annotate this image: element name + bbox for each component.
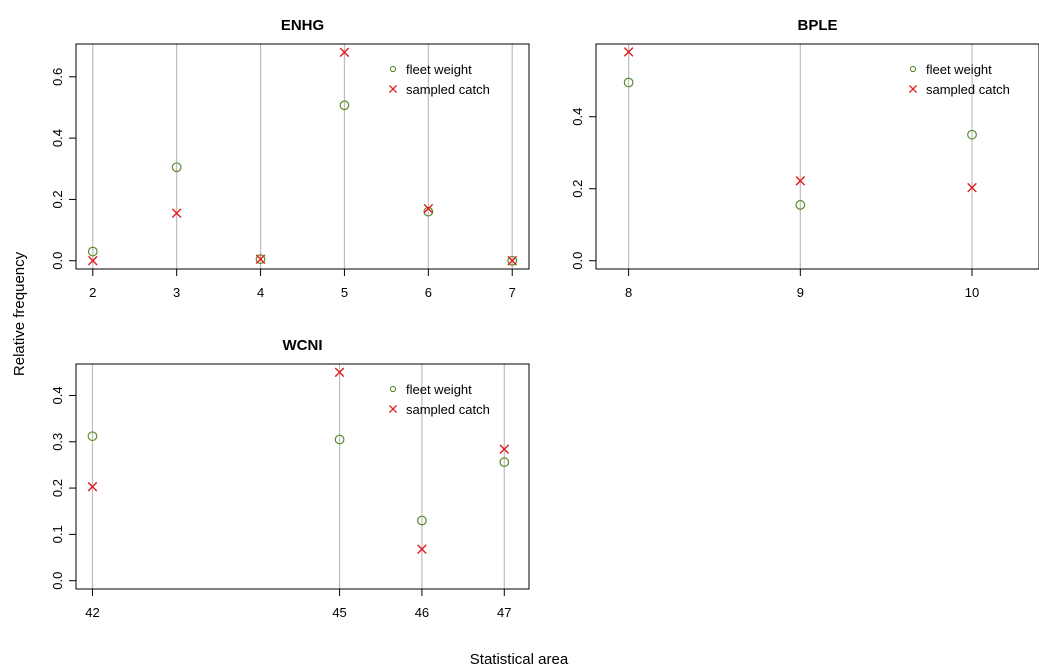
x-tick-label: 9 xyxy=(797,285,804,300)
fleet-weight-point-6 xyxy=(423,206,434,217)
sampled-catch-point-7 xyxy=(507,255,518,266)
sampled-catch-point-5 xyxy=(339,47,350,58)
fleet-weight-point-42 xyxy=(87,431,98,442)
x-tick-label: 8 xyxy=(625,285,632,300)
y-tick-label: 0.2 xyxy=(50,190,65,208)
x-tick-label: 42 xyxy=(85,605,99,620)
x-tick-label: 2 xyxy=(89,285,96,300)
x-tick-label: 5 xyxy=(341,285,348,300)
panel-title: ENHG xyxy=(281,17,324,34)
legend-label-sampled-catch: sampled catch xyxy=(926,82,1010,97)
fleet-weight-point-4 xyxy=(255,254,266,265)
legend-label-fleet-weight: fleet weight xyxy=(406,382,472,397)
legend-label-sampled-catch: sampled catch xyxy=(406,82,490,97)
sampled-catch-point-6 xyxy=(423,203,434,214)
sampled-catch-point-46 xyxy=(417,544,427,554)
sampled-catch-point-4 xyxy=(255,254,266,264)
plot-frame xyxy=(75,363,530,590)
x-tick-label: 46 xyxy=(415,605,429,620)
sampled-catch-point-45 xyxy=(334,367,345,378)
y-axis-label: Relative frequency xyxy=(11,251,28,376)
y-tick-label: 0.2 xyxy=(570,180,585,198)
legend-label-sampled-catch: sampled catch xyxy=(406,402,490,417)
legend-label-fleet-weight: fleet weight xyxy=(406,62,472,77)
x-tick-label: 3 xyxy=(173,285,180,300)
x-tick-label: 47 xyxy=(497,605,511,620)
legend-x-icon xyxy=(908,84,918,94)
legend-circle-icon xyxy=(389,65,397,73)
legend-circle-icon xyxy=(909,65,917,73)
x-tick-label: 7 xyxy=(509,285,516,300)
fleet-weight-point-2 xyxy=(87,246,98,257)
sampled-catch-point-42 xyxy=(87,481,98,492)
fleet-weight-point-9 xyxy=(795,200,806,210)
x-axis-label: Statistical area xyxy=(470,651,569,668)
plot-frame xyxy=(75,43,530,270)
y-tick-label: 0.4 xyxy=(50,129,65,147)
panel-wcni: WCNI 42 45 46 47 0.0 0.1 0.2 0.3 0.4 fleet weight s… xyxy=(50,337,530,620)
sampled-catch-point-47 xyxy=(499,444,510,454)
legend: fleet weight sampled catch xyxy=(388,62,490,97)
fleet-weight-point-46 xyxy=(417,515,427,526)
fleet-weight-point-5 xyxy=(339,100,350,111)
sampled-catch-point-10 xyxy=(967,182,977,193)
y-tick-label: 0.0 xyxy=(50,252,65,270)
legend: fleet weight sampled catch xyxy=(388,382,490,417)
y-tick-label: 0.2 xyxy=(50,479,65,497)
fleet-weight-point-10 xyxy=(967,129,977,140)
y-tick-label: 0.6 xyxy=(50,68,65,86)
y-tick-label: 0.1 xyxy=(50,525,65,543)
fleet-weight-point-7 xyxy=(507,255,518,266)
y-tick-label: 0.4 xyxy=(50,386,65,404)
fleet-weight-point-47 xyxy=(499,457,510,468)
sampled-catch-point-3 xyxy=(171,208,182,219)
y-tick-label: 0.0 xyxy=(570,252,585,270)
x-tick-label: 4 xyxy=(257,285,264,300)
legend-circle-icon xyxy=(389,385,397,393)
panel-bple: BPLE 8 9 10 0.0 0.2 0.4 fleet weight sampled cat… xyxy=(570,17,1039,300)
x-tick-label: 45 xyxy=(332,605,346,620)
y-tick-label: 0.4 xyxy=(570,108,585,126)
fleet-weight-point-3 xyxy=(171,162,182,173)
plot-frame xyxy=(595,43,1039,270)
sampled-catch-point-2 xyxy=(87,255,98,266)
panel-title: WCNI xyxy=(283,337,323,354)
panel-enhg: ENHG 2 3 4 5 6 7 0.0 0.2 0.4 0.6 fleet weight sample… xyxy=(50,17,530,300)
legend-x-icon xyxy=(388,404,398,414)
x-tick-label: 10 xyxy=(965,285,979,300)
legend: fleet weight sampled catch xyxy=(908,62,1010,97)
legend-x-icon xyxy=(388,84,398,94)
y-tick-label: 0.3 xyxy=(50,433,65,451)
sampled-catch-point-8 xyxy=(623,47,634,57)
x-tick-label: 6 xyxy=(425,285,432,300)
fleet-weight-point-8 xyxy=(623,77,634,88)
sampled-catch-point-9 xyxy=(795,176,806,186)
y-tick-label: 0.0 xyxy=(50,572,65,590)
legend-label-fleet-weight: fleet weight xyxy=(926,62,992,77)
panel-title: BPLE xyxy=(797,17,837,34)
fleet-weight-point-45 xyxy=(334,434,345,445)
